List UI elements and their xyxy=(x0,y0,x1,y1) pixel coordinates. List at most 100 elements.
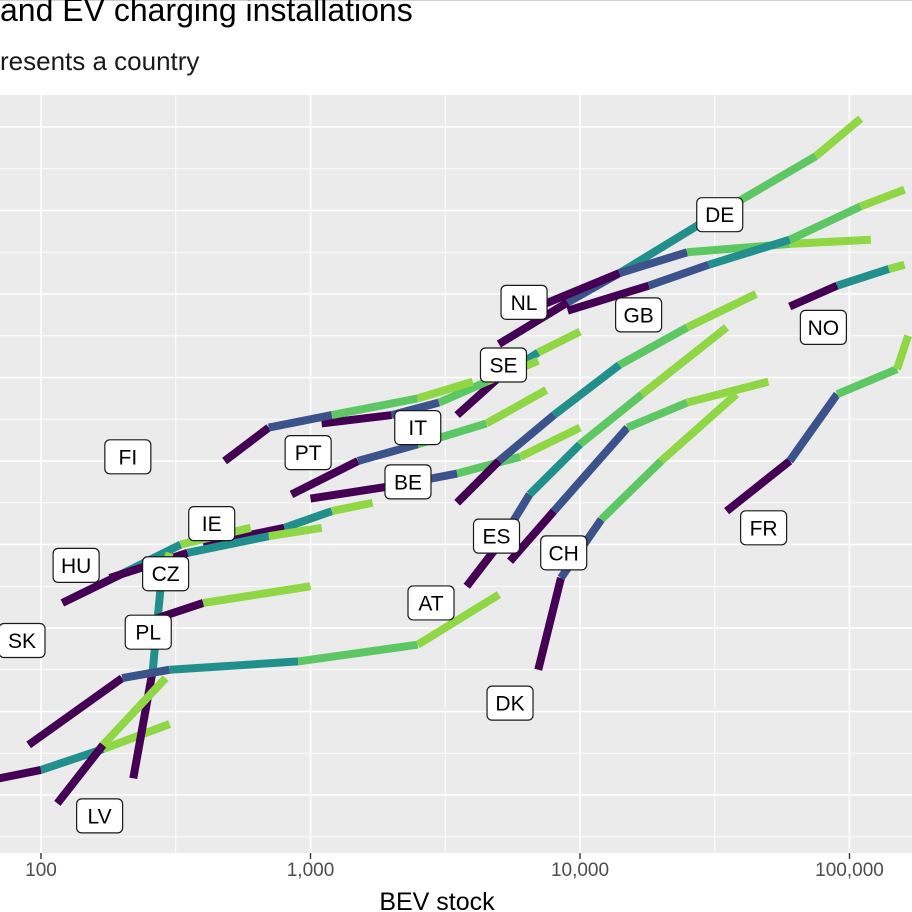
label-box xyxy=(486,685,534,721)
series-segment xyxy=(267,411,333,432)
label-GB: GB xyxy=(615,297,663,333)
label-box xyxy=(284,435,332,471)
label-box xyxy=(104,439,152,475)
series-segment xyxy=(685,290,758,331)
series-LV xyxy=(54,675,169,806)
label-box xyxy=(124,614,172,650)
label-NL: NL xyxy=(500,284,548,320)
label-text: ES xyxy=(483,526,511,549)
series-segment xyxy=(707,235,791,269)
label-box xyxy=(52,547,100,583)
label-text: SE xyxy=(489,354,517,377)
series-segment xyxy=(658,391,739,464)
series-segment xyxy=(617,215,711,277)
series-lines xyxy=(0,115,912,806)
series-segment xyxy=(416,377,474,403)
label-NO: NO xyxy=(799,309,847,345)
label-box xyxy=(739,510,788,546)
series-segment xyxy=(321,411,393,428)
series-segment xyxy=(484,386,549,427)
series-segment xyxy=(859,185,906,211)
x-tick-label: 100,000 xyxy=(815,860,884,881)
series-segment xyxy=(186,532,270,557)
label-CH: CH xyxy=(540,535,588,571)
series-segment xyxy=(788,202,863,244)
series-FR xyxy=(724,334,912,515)
series-ES xyxy=(454,290,758,506)
series-segment xyxy=(625,398,689,432)
series-segment xyxy=(536,327,582,357)
series-segment xyxy=(550,424,631,514)
series-segment xyxy=(887,260,906,273)
label-box xyxy=(500,284,548,320)
series-unlabeled xyxy=(26,591,501,749)
label-text: CH xyxy=(549,542,579,565)
series-segment xyxy=(534,576,565,671)
x-axis: 100 1,000 10,000 100,000 xyxy=(25,853,884,881)
series-segment xyxy=(813,115,864,160)
series-segment xyxy=(283,507,334,532)
label-text: AT xyxy=(418,592,443,615)
label-text: CZ xyxy=(152,563,180,586)
label-AT: AT xyxy=(407,585,455,621)
label-HU: HU xyxy=(52,547,100,583)
series-segment xyxy=(566,281,650,315)
label-text: NO xyxy=(808,317,840,340)
series-segment xyxy=(309,482,393,503)
label-box xyxy=(384,464,432,500)
x-tick-label: 1,000 xyxy=(287,860,335,881)
label-CZ: CZ xyxy=(142,556,190,592)
label-text: IT xyxy=(408,417,427,440)
series-segment xyxy=(893,334,912,371)
label-IE: IE xyxy=(188,506,236,542)
label-text: PL xyxy=(135,622,161,645)
label-text: NL xyxy=(511,292,538,315)
label-text: HU xyxy=(61,555,91,578)
series-segment xyxy=(551,361,622,419)
x-tick-label: 100 xyxy=(25,860,57,881)
chart-title: and EV charging installations xyxy=(0,0,413,28)
chart-subtitle: resents a country xyxy=(0,46,200,76)
series-segment xyxy=(121,665,171,683)
series-segment xyxy=(202,523,286,549)
series-segment xyxy=(456,452,522,478)
label-IT: IT xyxy=(394,410,442,446)
series-NO xyxy=(788,260,906,311)
series-segment xyxy=(268,523,323,541)
label-LV: LV xyxy=(76,798,124,834)
series-segment xyxy=(331,394,419,420)
series-PT xyxy=(222,377,474,465)
label-text: DK xyxy=(495,693,524,716)
series-segment xyxy=(518,424,582,461)
series-BE xyxy=(309,424,582,503)
series-segment xyxy=(598,458,664,523)
label-box xyxy=(0,622,46,659)
series-segment xyxy=(617,323,690,369)
series-segment xyxy=(202,582,312,607)
series-segment xyxy=(331,498,374,516)
series-segment xyxy=(686,377,770,407)
series-segment xyxy=(835,365,899,398)
label-text: DE xyxy=(705,204,734,227)
series-segment xyxy=(437,378,489,407)
label-box xyxy=(394,410,442,446)
label-FI: FI xyxy=(104,439,152,475)
label-text: PT xyxy=(295,442,322,465)
series-segment xyxy=(101,720,171,753)
series-segment xyxy=(289,457,360,498)
label-box xyxy=(799,309,847,345)
series-segment xyxy=(54,742,107,806)
label-text: GB xyxy=(623,304,653,327)
series-segment xyxy=(26,674,125,749)
series-segment xyxy=(169,657,299,674)
label-DK: DK xyxy=(486,685,534,721)
x-axis-title: BEV stock xyxy=(379,888,495,912)
label-BE: BE xyxy=(384,464,432,500)
label-text: BE xyxy=(394,471,422,494)
label-text: IE xyxy=(202,513,222,536)
series-segment xyxy=(786,391,841,464)
series-segment xyxy=(100,675,169,748)
label-box xyxy=(188,506,236,542)
label-box xyxy=(472,518,521,554)
label-box xyxy=(76,798,124,834)
